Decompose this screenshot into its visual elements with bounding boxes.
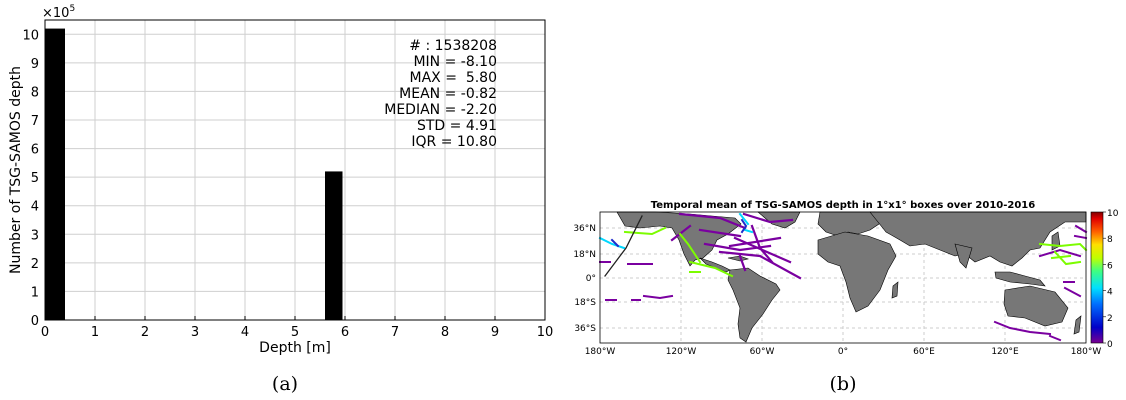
longitude-label: 0° (838, 347, 848, 357)
colorbar-tick-label: 10 (1107, 209, 1119, 219)
track-green-pacific (623, 226, 1088, 278)
map-panel: Temporal mean of TSG-SAMOS depth in 1°x1… (573, 200, 1118, 395)
y-tick-label: 2 (31, 257, 39, 272)
colorbar-tick-label: 8 (1107, 235, 1113, 245)
y-tick-label: 0 (31, 314, 39, 329)
longitude-label: 120°E (991, 347, 1019, 357)
colorbar-gradient (1090, 211, 1104, 344)
y-tick-label: 8 (31, 85, 39, 100)
latitude-label: 18°S (574, 298, 596, 308)
histogram-bar-1 (45, 28, 65, 320)
ship-track-cells (598, 212, 1088, 342)
latitude-label: 18°N (573, 250, 596, 260)
madagascar-land (891, 281, 899, 299)
x-tick-label: 0 (41, 325, 49, 340)
caribbean-islands-land (727, 255, 750, 262)
histogram-gridlines (45, 20, 545, 320)
track-navy-highvalues (610, 218, 748, 248)
colorbar: 0 2 4 6 8 10 (1090, 209, 1119, 350)
histogram-bar-2 (325, 171, 343, 320)
y-tick-label: 4 (31, 200, 39, 215)
stat-line: MAX = 5.80 (410, 70, 498, 86)
india-land (954, 243, 973, 269)
histogram-panel: 0 1 2 3 4 5 6 7 8 9 10 0 1 2 3 4 5 6 7 8 9 10 ×105 Depth [m]… (8, 4, 553, 395)
latitude-label: 36°N (573, 224, 596, 234)
x-tick-label: 5 (291, 325, 299, 340)
longitude-label: 60°E (913, 347, 935, 357)
y-tick-label: 6 (31, 143, 39, 158)
x-tick-label: 10 (537, 325, 554, 340)
map-latitude-ticks: 36°N 18°N 0° 18°S 36°S (573, 224, 596, 334)
track-purple-pacific-north (670, 212, 802, 280)
track-purple-southwest (599, 261, 674, 301)
histogram-y-ticks: 0 1 2 3 4 5 6 7 8 9 10 (22, 28, 49, 329)
y-tick-label: 3 (31, 228, 39, 243)
map-land (616, 211, 1087, 343)
stat-line: MEAN = -0.82 (399, 86, 497, 102)
y-tick-label: 10 (22, 28, 39, 43)
north-america-land (616, 211, 742, 267)
stat-line: STD = 4.91 (417, 118, 497, 134)
colorbar-tick-label: 4 (1107, 288, 1113, 298)
y-tick-label: 7 (31, 114, 39, 129)
y-axis-multiplier: ×105 (42, 4, 75, 21)
x-tick-label: 2 (141, 325, 149, 340)
track-dark-diagonal (604, 215, 643, 277)
longitude-label: 120°W (666, 347, 697, 357)
stat-line: MEDIAN = -2.20 (384, 102, 497, 118)
central-america-land (699, 257, 731, 273)
x-tick-label: 7 (391, 325, 399, 340)
track-cyan-highvalues (598, 212, 754, 250)
colorbar-tick-label: 2 (1107, 314, 1113, 324)
stat-line: MIN = -8.10 (413, 54, 497, 70)
track-purple-southpacific (993, 224, 1088, 342)
x-tick-label: 4 (241, 325, 249, 340)
longitude-label: 180°W (1071, 347, 1102, 357)
map-title: Temporal mean of TSG-SAMOS depth in 1°x1… (651, 200, 1036, 211)
new-zealand-land (1073, 315, 1082, 335)
y-tick-label: 5 (31, 171, 39, 186)
x-axis-label: Depth [m] (259, 340, 331, 356)
x-tick-label: 3 (191, 325, 199, 340)
x-tick-label: 8 (441, 325, 449, 340)
x-tick-label: 6 (341, 325, 349, 340)
caption-b: (b) (830, 373, 857, 395)
y-axis-label: Number of TSG-SAMOS depth (8, 66, 24, 274)
longitude-label: 60°W (750, 347, 775, 357)
colorbar-tick-label: 6 (1107, 261, 1113, 271)
map-longitude-ticks: 180°W 120°W 60°W 0° 60°E 120°E 180°W (585, 347, 1102, 357)
latitude-label: 0° (586, 274, 596, 284)
indonesia-land (994, 271, 1046, 287)
asia-land (869, 211, 1087, 267)
y-tick-label: 1 (31, 285, 39, 300)
histogram-bars (45, 28, 343, 320)
stat-line: # : 1538208 (409, 38, 497, 54)
latitude-label: 36°S (574, 324, 596, 334)
x-tick-label: 1 (91, 325, 99, 340)
stat-line: IQR = 10.80 (411, 134, 497, 150)
map-frame (599, 211, 1087, 344)
caption-a: (a) (272, 373, 298, 395)
histogram-x-ticks: 0 1 2 3 4 5 6 7 8 9 10 (41, 316, 553, 340)
y-tick-label: 9 (31, 57, 39, 72)
australia-land (1003, 285, 1069, 327)
colorbar-tick-label: 0 (1107, 340, 1113, 350)
longitude-label: 180°W (585, 347, 616, 357)
x-tick-label: 9 (491, 325, 499, 340)
south-america-land (727, 267, 781, 343)
africa-land (817, 231, 897, 313)
